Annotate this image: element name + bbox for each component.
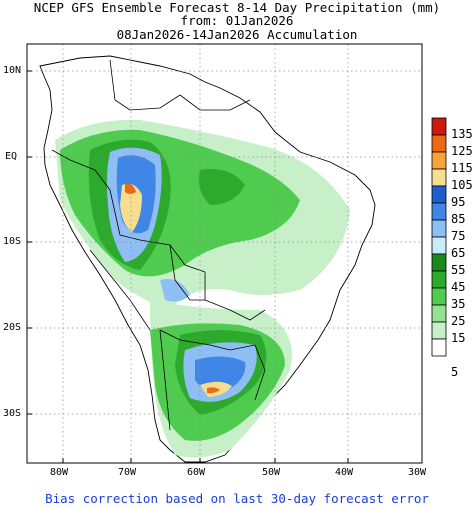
axis-ticks: [27, 70, 423, 463]
lon-label-40w: 40W: [335, 467, 354, 478]
legend-label-95: 95: [451, 195, 466, 209]
legend-color-bar: [431, 117, 447, 357]
legend-swatch-15: [431, 321, 447, 340]
legend-swatch-25: [431, 304, 447, 323]
precip-orange: [125, 183, 220, 394]
lat-label-10n: 10N: [3, 65, 22, 76]
legend-label-5: 5: [451, 365, 459, 379]
legend-swatch-135: [431, 117, 447, 136]
legend-swatch-35: [431, 287, 447, 306]
map-border: [26, 43, 423, 464]
legend-label-65: 65: [451, 246, 466, 260]
bias-correction-note: Bias correction based on last 30-day for…: [45, 491, 429, 506]
legend-label-25: 25: [451, 314, 466, 328]
map-subtitle-from: from: 01Jan2026: [180, 13, 294, 28]
graticule: [27, 44, 422, 463]
lon-label-60w: 60W: [187, 467, 206, 478]
legend-label-55: 55: [451, 263, 466, 277]
lat-label-eq: EQ: [5, 151, 18, 162]
legend-swatch-95: [431, 185, 447, 204]
legend-label-85: 85: [451, 212, 466, 226]
legend-swatch-45: [431, 270, 447, 289]
legend-label-35: 35: [451, 297, 466, 311]
legend-label-115: 115: [451, 161, 473, 175]
lat-label-30s: 30S: [3, 408, 22, 419]
country-borders: [51, 59, 266, 431]
legend-swatch-85: [431, 202, 447, 221]
lon-label-80w: 80W: [50, 467, 69, 478]
legend-swatch-55: [431, 253, 447, 272]
map-subtitle-accumulation: 08Jan2026-14Jan2026 Accumulation: [116, 27, 358, 42]
lon-label-50w: 50W: [262, 467, 281, 478]
legend-label-135: 135: [451, 127, 473, 141]
legend-label-125: 125: [451, 144, 473, 158]
legend-swatch-65: [431, 236, 447, 255]
legend-label-45: 45: [451, 280, 466, 294]
legend-swatch-105: [431, 168, 447, 187]
legend-swatch-115: [431, 151, 447, 170]
map-title: NCEP GFS Ensemble Forecast 8-14 Day Prec…: [33, 0, 441, 15]
legend-label-105: 105: [451, 178, 473, 192]
lon-label-70w: 70W: [118, 467, 137, 478]
lat-label-10s: 10S: [3, 236, 22, 247]
legend-swatch-5: [431, 338, 447, 357]
legend-label-75: 75: [451, 229, 466, 243]
legend-swatch-75: [431, 219, 447, 238]
legend-swatch-125: [431, 134, 447, 153]
legend-label-15: 15: [451, 331, 466, 345]
lat-label-20s: 20S: [3, 322, 22, 333]
lon-label-30w: 30W: [408, 467, 427, 478]
